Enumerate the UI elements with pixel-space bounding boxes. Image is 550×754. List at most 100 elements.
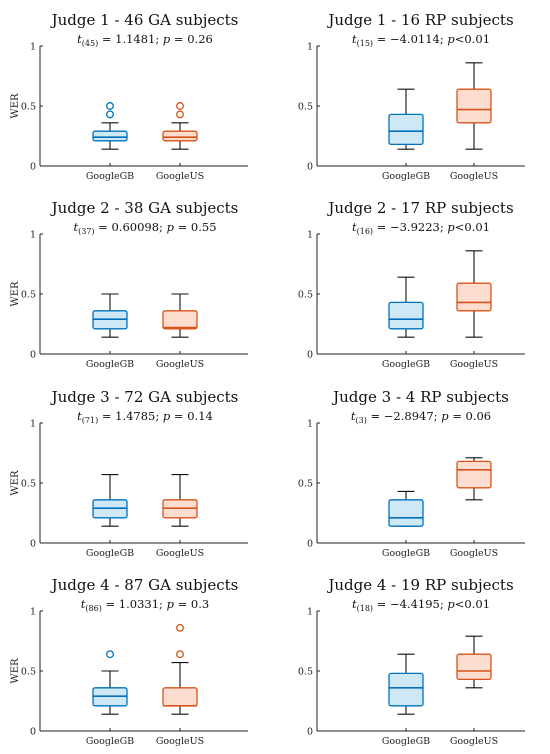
chart-subtitle: t(86) = 1.0331; p = 0.3 [81,597,209,613]
chart-panel-7: Judge 4 - 87 GA subjects t(86) = 1.0331; … [10,576,248,747]
y-tick-label: 1 [30,607,36,618]
box-googleus [456,635,492,689]
box-googlegb [388,276,424,338]
box-googleus [456,62,492,150]
y-axis-label: WER [10,658,21,684]
y-tick-label: 0 [30,162,36,173]
subtitle-df: (18) [357,604,373,613]
y-tick-label: 0 [307,350,313,361]
chart-subtitle: t(15) = −4.0114; p<0.01 [352,32,490,48]
x-tick-label: GoogleGB [86,359,134,370]
subtitle-df: (45) [82,39,98,48]
x-tick-label: GoogleGB [86,548,134,559]
subtitle-p-symbol: p [447,597,455,611]
box-googlegb [92,650,128,715]
iqr-box [456,88,492,124]
y-tick-label: 0 [307,162,313,173]
box-googlegb [388,88,424,150]
y-tick-label: 0.5 [21,479,36,490]
chart-panel-2: Judge 1 - 16 RP subjects t(15) = −4.0114;… [298,11,525,182]
subtitle-p-symbol: p [163,409,171,423]
iqr-box [388,499,424,527]
subtitle-t-symbol: t [351,409,356,423]
subtitle-df: (86) [85,604,101,613]
outlier-point [176,650,184,659]
outlier-point [176,102,184,110]
y-axis-label: WER [10,470,21,496]
chart-panel-3: Judge 2 - 38 GA subjects t(37) = 0.60098;… [10,199,248,370]
box-googleus [456,250,492,338]
subtitle-t-symbol: t [81,597,86,611]
subtitle-p-symbol: p [167,597,175,611]
chart-panel-8: Judge 4 - 19 RP subjects t(18) = −4.4195;… [298,576,525,747]
chart-title: Judge 3 - 72 GA subjects [50,388,239,406]
chart-title: Judge 1 - 46 GA subjects [50,11,239,29]
outlier-point [176,110,184,119]
chart-title: Judge 2 - 17 RP subjects [326,199,513,217]
y-tick-label: 1 [30,419,36,430]
x-tick-label: GoogleGB [382,548,430,559]
y-tick-label: 1 [307,607,313,618]
subtitle-t-symbol: t [352,220,357,234]
y-tick-label: 0.5 [21,290,36,301]
iqr-box [92,130,128,142]
subtitle-t-symbol: t [73,220,78,234]
y-axis-label: WER [10,93,21,119]
box-googlegb [92,474,128,527]
x-tick-label: GoogleGB [382,171,430,182]
y-axis-label: WER [10,281,21,307]
iqr-box [162,310,198,330]
subtitle-p-value: <0.01 [455,220,490,234]
subtitle-df: (15) [357,39,373,48]
y-tick-label: 1 [30,42,36,53]
chart-panel-6: Judge 3 - 4 RP subjects t(3) = −2.8947; p… [298,388,525,559]
outlier-point [106,650,114,659]
y-tick-label: 0 [30,539,36,550]
subtitle-p-symbol: p [447,220,455,234]
chart-subtitle: t(16) = −3.9223; p<0.01 [352,220,490,236]
x-tick-label: GoogleUS [156,548,204,559]
y-tick-label: 0.5 [298,290,313,301]
outlier-point [106,102,114,110]
chart-subtitle: t(45) = 1.1481; p = 0.26 [77,32,213,48]
y-tick-label: 0.5 [298,102,313,113]
y-tick-label: 0 [30,350,36,361]
chart-subtitle: t(71) = 1.4785; p = 0.14 [77,409,213,425]
chart-subtitle: t(37) = 0.60098; p = 0.55 [73,220,216,236]
x-tick-label: GoogleUS [450,359,498,370]
chart-title: Judge 2 - 38 GA subjects [50,199,239,217]
iqr-box [456,282,492,312]
iqr-box [388,113,424,146]
y-tick-label: 0 [30,727,36,738]
subtitle-p-value: = 0.14 [170,409,213,423]
iqr-box [456,460,492,489]
y-tick-label: 0.5 [21,667,36,678]
box-googleus [162,293,198,338]
subtitle-p-value: <0.01 [455,32,490,46]
iqr-box [388,301,424,330]
iqr-box [456,653,492,681]
box-googlegb [92,102,128,150]
subtitle-statistic: = −2.8947; [367,409,441,423]
subtitle-statistic: = −4.0114; [373,32,447,46]
x-tick-label: GoogleUS [450,736,498,747]
subtitle-p-value: <0.01 [455,597,490,611]
subtitle-p-value: = 0.06 [449,409,492,423]
chart-panel-5: Judge 3 - 72 GA subjects t(71) = 1.4785; … [10,388,248,559]
subtitle-p-symbol: p [163,32,171,46]
chart-panel-4: Judge 2 - 17 RP subjects t(16) = −3.9223;… [298,199,525,370]
chart-title: Judge 4 - 19 RP subjects [326,576,513,594]
x-tick-label: GoogleGB [382,359,430,370]
chart-title: Judge 3 - 4 RP subjects [331,388,509,406]
box-googleus [162,623,198,715]
subtitle-df: (37) [78,227,94,236]
box-googleus [162,474,198,527]
x-tick-label: GoogleUS [156,359,204,370]
subtitle-p-value: = 0.26 [170,32,213,46]
y-tick-label: 0.5 [21,102,36,113]
box-googleus [162,102,198,150]
box-googlegb [92,293,128,338]
subtitle-p-symbol: p [447,32,455,46]
box-googleus [456,457,492,501]
